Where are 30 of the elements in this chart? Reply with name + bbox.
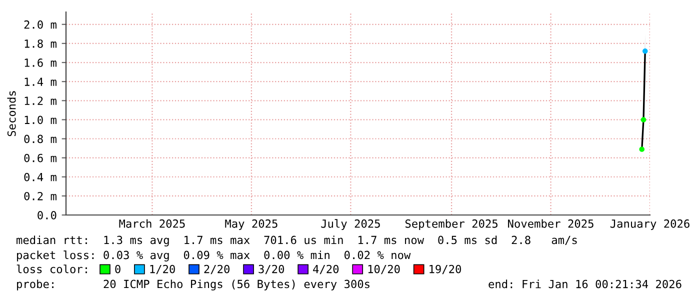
legend-label: 19/20 [430,264,461,274]
y-tick-label: 2.0 m [24,20,56,29]
legend-label: 1/20 [150,264,175,274]
legend-label: 3/20 [258,264,284,274]
x-tick-label: September 2025 [405,219,498,230]
y-tick-label: 1.8 m [24,39,56,48]
x-tick-label: May 2025 [225,219,278,230]
y-tick-label: 0.4 m [24,172,56,182]
y-tick-label: 1.2 m [24,96,56,105]
y-tick-label: 0.2 m [24,192,56,200]
text: median rtt: 1.3 ms avg 1.7 ms max 701.6 us min 1.7 ms now 0.5 ms sd 2.8 am/s [16,236,577,246]
y-tick-label: 1.4 m [24,78,56,86]
legend-label: 4/20 [313,264,339,274]
text: probe: 20 ICMP Echo Pings (56 Bytes) every 300s [17,280,370,290]
text: end: Fri Jan 16 00:21:34 2026 [488,280,682,288]
y-tick-label: 1.0 m [24,116,56,124]
y-tick-label: 0.6 m [24,154,56,162]
y-axis-title: Seconds [7,91,16,136]
y-tick-label: 1.6 m [24,58,56,67]
x-tick-label: July 2025 [321,219,380,230]
legend-title: loss color: [16,264,87,274]
y-tick-label: 0.8 m [24,134,56,144]
x-tick-label: January 2026 [610,219,690,230]
x-tick-label: November 2025 [508,219,594,228]
legend-label: 2/20 [204,264,230,274]
legend-label: 10/20 [368,264,400,274]
legend-label: 0 [115,264,120,274]
x-tick-label: March 2025 [119,219,185,228]
y-tick-label: 0.0 [38,211,56,220]
text: packet loss: 0.03 % avg 0.09 % max 0.00 % min 0.02 % now [17,250,411,262]
